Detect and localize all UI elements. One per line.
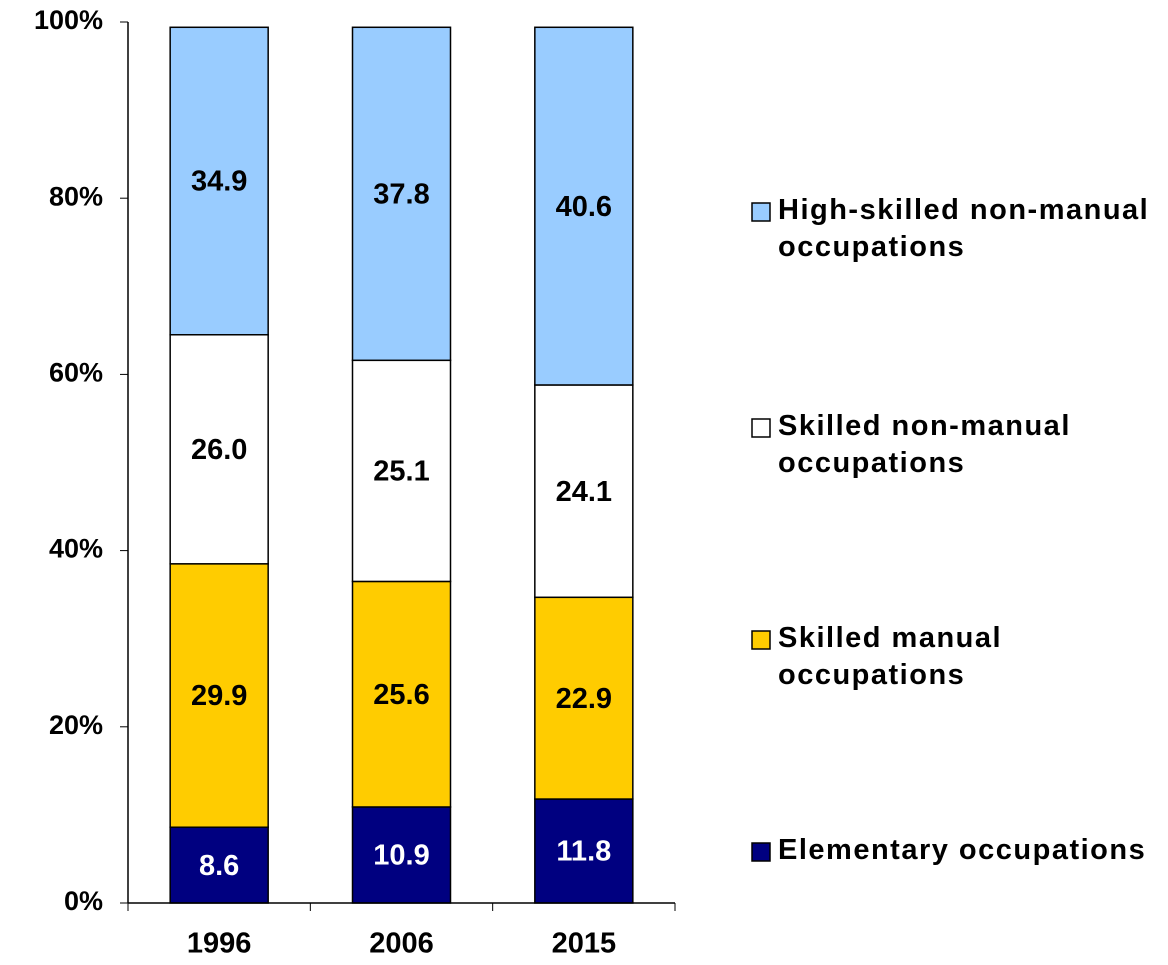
legend-swatch [751, 418, 771, 438]
bar-segment [351, 26, 452, 362]
legend-label: Skilled manual occupations [778, 622, 1003, 691]
data-label: 25.6 [373, 679, 429, 711]
data-label: 29.9 [191, 680, 247, 712]
legend-swatch [751, 842, 771, 862]
x-tick-label: 2006 [369, 928, 434, 960]
legend-swatch [751, 202, 771, 222]
y-tick-label: 60% [49, 358, 103, 388]
data-label: 8.6 [199, 850, 239, 882]
bar-segment [169, 334, 269, 565]
x-tick-label: 1996 [187, 928, 252, 960]
y-tick-label: 80% [49, 181, 103, 211]
bar-segment [351, 580, 452, 808]
data-label: 10.9 [373, 840, 429, 872]
bar-segment [351, 806, 452, 904]
data-label: 22.9 [556, 683, 612, 715]
bar-segment [534, 384, 634, 599]
data-label: 26.0 [191, 434, 247, 466]
data-label: 34.9 [191, 166, 247, 198]
bar-segment [534, 26, 634, 386]
data-label: 37.8 [373, 178, 429, 210]
legend-label: Skilled non-manual occupations [778, 410, 1071, 479]
legend-label: Elementary occupations [778, 834, 1147, 866]
bar-segment [169, 26, 269, 336]
data-label: 25.1 [373, 456, 429, 488]
x-tick-label: 2015 [552, 928, 617, 960]
data-label: 24.1 [556, 476, 612, 508]
legend-label: High-skilled non-manual occupations [778, 194, 1150, 263]
bar-segment [534, 596, 634, 800]
y-tick-label: 0% [64, 886, 103, 916]
bar-segment [351, 359, 452, 583]
y-tick-label: 100% [34, 5, 103, 35]
y-tick-label: 20% [49, 710, 103, 740]
y-tick-label: 40% [49, 534, 103, 564]
legend-swatch [751, 630, 771, 650]
data-label: 40.6 [556, 191, 612, 223]
bar-segment [169, 563, 269, 828]
data-label: 11.8 [556, 836, 611, 868]
